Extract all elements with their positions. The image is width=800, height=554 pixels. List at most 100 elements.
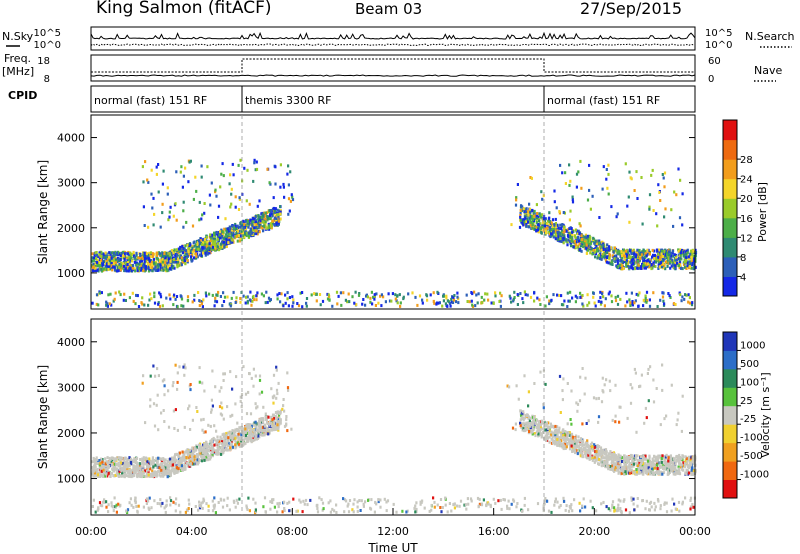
- scatter-cell: [177, 462, 180, 466]
- scatter-cell: [197, 247, 200, 251]
- scatter-cell: [265, 420, 269, 424]
- scatter-cell: [596, 249, 599, 253]
- scatter-cell: [609, 246, 612, 250]
- scatter-cell: [522, 207, 525, 211]
- scatter-cell: [94, 266, 97, 270]
- scatter-cell: [454, 300, 458, 304]
- scatter-cell: [646, 248, 649, 252]
- scatter-cell: [556, 443, 559, 447]
- scatter-cell: [171, 266, 174, 270]
- scatter-cell: [221, 235, 224, 238]
- scatter-cell: [159, 457, 162, 461]
- scatter-cell: [159, 292, 162, 296]
- scatter-cell: [624, 249, 627, 253]
- scatter-cell: [605, 260, 608, 264]
- scatter-cell: [96, 467, 99, 471]
- scatter-cell: [230, 231, 233, 235]
- scatter-cell: [633, 267, 637, 271]
- scatter-cell: [229, 173, 232, 177]
- scatter-cell: [670, 254, 673, 258]
- scatter-cell: [477, 292, 480, 296]
- scatter-cell: [133, 267, 136, 271]
- scatter-cell: [620, 256, 624, 260]
- scatter-cell: [480, 301, 483, 305]
- scatter-cell: [106, 304, 109, 308]
- scatter-cell: [641, 257, 644, 261]
- scatter-cell: [112, 262, 115, 266]
- scatter-cell: [114, 466, 117, 470]
- scatter-cell: [644, 252, 647, 256]
- scatter-cell: [290, 193, 293, 197]
- scatter-cell: [215, 300, 219, 304]
- scatter-cell: [570, 227, 573, 231]
- scatter-cell: [200, 217, 203, 221]
- scatter-cell: [611, 464, 614, 468]
- scatter-cell: [301, 291, 304, 294]
- scatter-cell: [633, 457, 636, 461]
- scatter-cell: [201, 243, 204, 246]
- scatter-cell: [174, 297, 177, 301]
- scatter-cell: [630, 252, 633, 256]
- scatter-cell: [191, 246, 194, 250]
- scatter-cell: [286, 297, 289, 301]
- scatter-cell: [557, 226, 560, 230]
- scatter-cell: [591, 454, 594, 458]
- scatter-cell: [484, 292, 487, 296]
- scatter-cell: [618, 263, 621, 267]
- scatter-cell: [218, 452, 221, 456]
- scatter-cell: [139, 268, 143, 272]
- scatter-cell: [574, 236, 577, 240]
- scatter-cell: [159, 225, 162, 229]
- scatter-cell: [585, 236, 588, 240]
- scatter-cell: [91, 264, 94, 268]
- scatter-cell: [223, 295, 227, 299]
- scatter-cell: [597, 299, 600, 303]
- scatter-cell: [569, 445, 572, 449]
- scatter-cell: [114, 291, 117, 295]
- nsearch-trace: [90, 43, 696, 47]
- scatter-cell: [539, 214, 542, 218]
- scatter-cell: [652, 253, 655, 257]
- scatter-cell: [682, 464, 685, 468]
- scatter-cell: [647, 248, 650, 252]
- scatter-cell: [432, 291, 435, 295]
- scatter-cell: [193, 298, 196, 302]
- scatter-cell: [107, 258, 110, 261]
- scatter-cell: [638, 291, 641, 295]
- scatter-cell: [198, 218, 201, 222]
- scatter-cell: [172, 303, 175, 307]
- scatter-cell: [269, 209, 272, 212]
- scatter-cell: [335, 290, 339, 294]
- scatter-cell: [177, 250, 180, 254]
- scatter-cell: [100, 473, 103, 477]
- scatter-cell: [541, 197, 544, 201]
- scatter-cell: [426, 298, 429, 302]
- scatter-cell: [187, 250, 190, 254]
- scatter-cell: [550, 221, 553, 225]
- scatter-cell: [170, 267, 173, 271]
- scatter-cell: [143, 303, 146, 307]
- scatter-cell: [289, 170, 292, 174]
- scatter-cell: [608, 256, 611, 260]
- scatter-cell: [418, 294, 422, 298]
- scatter-cell: [532, 212, 535, 216]
- scatter-cell: [613, 246, 617, 250]
- scatter-cell: [661, 262, 664, 266]
- scatter-cell: [638, 248, 641, 252]
- scatter-cell: [321, 299, 325, 303]
- scatter-cell: [116, 267, 119, 271]
- scatter-cell: [539, 222, 542, 226]
- scatter-cell: [253, 161, 256, 165]
- scatter-cell: [606, 243, 609, 247]
- scatter-cell: [164, 465, 167, 469]
- scatter-cell: [118, 290, 121, 294]
- scatter-cell: [598, 247, 601, 251]
- scatter-cell: [188, 454, 192, 458]
- scatter-cell: [152, 255, 155, 259]
- scatter-cell: [249, 290, 252, 294]
- scatter-cell: [662, 299, 665, 303]
- scatter-cell: [644, 266, 647, 270]
- scatter-cell: [589, 207, 592, 211]
- scatter-cell: [206, 251, 209, 255]
- scatter-cell: [230, 202, 233, 206]
